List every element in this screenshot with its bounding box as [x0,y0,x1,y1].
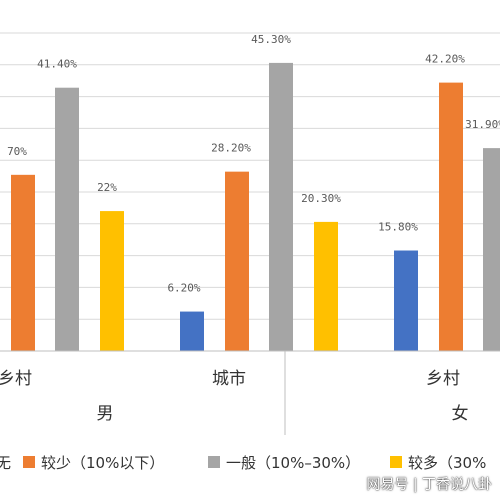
legend-swatch [208,456,220,468]
bar-0-1 [180,311,204,351]
legend-label: 较少（10%以下） [41,454,164,472]
bar-1-2 [439,82,463,351]
data-label-0-1: 6.20% [167,282,200,295]
data-label-1-2: 42.20% [425,53,465,66]
data-label-2-2: 31.90% [465,118,500,131]
data-label-2-0: 41.40% [37,58,77,71]
bar-1-1 [225,171,249,351]
category-label: 城市 [212,369,246,389]
group-label: 男 [97,404,114,424]
bar-2-2 [483,148,500,351]
bars [11,62,500,352]
bar-1-0 [11,174,35,351]
group-label: 女 [452,404,469,424]
data-label-3-0: 22% [97,181,117,194]
data-label-2-1: 45.30% [251,33,291,46]
data-label-1-1: 28.20% [211,142,251,155]
bar-0-2 [394,250,418,351]
legend-swatch [23,456,35,468]
bar-3-0 [100,211,124,351]
bar-2-0 [55,87,79,352]
legend-label: 一般（10%–30%） [226,454,360,472]
gridlines [0,32,500,320]
bar-2-1 [269,62,293,351]
legend-swatch [390,456,402,468]
legend-label: 无 [0,454,11,472]
watermark: 网易号 | 丁香说八卦 [366,477,492,493]
bar-3-1 [314,221,338,351]
legend: 无 较少（10%以下） 一般（10%–30%） 较多（30% [0,454,486,472]
category-axis: 乡村城市乡村城市男女 [0,350,500,435]
category-label: 乡村 [0,369,32,389]
data-label-1-0: 70% [7,145,27,158]
category-label: 乡村 [426,369,460,389]
data-label-0-2: 15.80% [378,221,418,234]
data-label-3-1: 20.30% [301,192,341,205]
data-labels: 70% 41.40% 22% 6.20% 28.20% 45.30% 20.30% 15.80… [7,33,500,295]
legend-label: 较多（30% [408,454,486,472]
